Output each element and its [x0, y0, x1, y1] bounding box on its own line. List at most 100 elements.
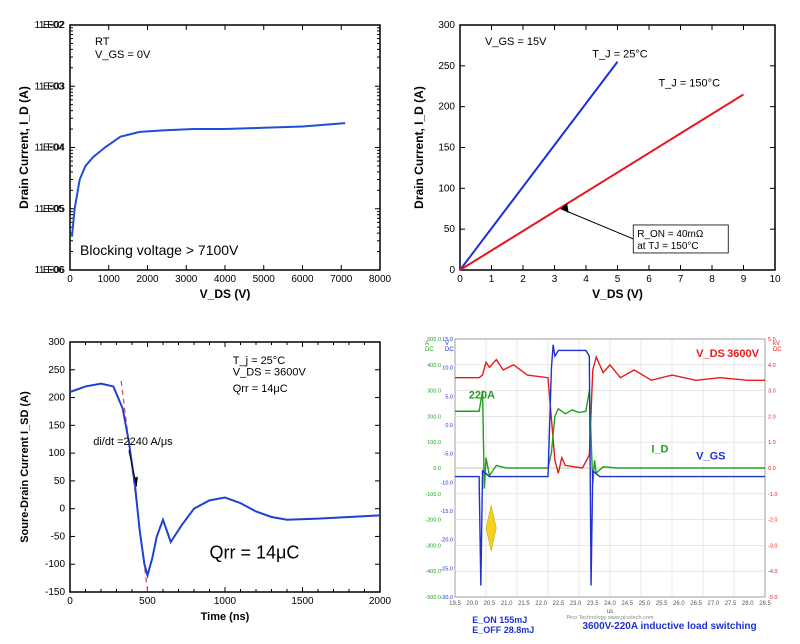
svg-text:24.0: 24.0: [604, 601, 616, 607]
svg-text:27.5: 27.5: [725, 601, 737, 607]
svg-text:E_ON 155mJ: E_ON 155mJ: [472, 615, 527, 625]
svg-text:26.0: 26.0: [673, 601, 685, 607]
chart-reverse-recovery: 0500100015002000-150-100-500501001502002…: [10, 327, 395, 634]
svg-text:2000: 2000: [369, 596, 392, 607]
svg-text:V_DS (V): V_DS (V): [592, 287, 643, 301]
svg-text:25.0: 25.0: [639, 601, 651, 607]
svg-text:1.E-03: 1.E-03: [35, 81, 65, 92]
svg-text:20.5: 20.5: [484, 601, 496, 607]
svg-text:Blocking voltage > 7100V: Blocking voltage > 7100V: [80, 242, 239, 258]
svg-text:50: 50: [444, 224, 456, 235]
svg-text:5: 5: [615, 274, 621, 285]
svg-text:Qrr = 14μC: Qrr = 14μC: [233, 383, 288, 395]
svg-text:50: 50: [54, 476, 66, 487]
svg-text:21.5: 21.5: [518, 601, 530, 607]
svg-text:-100: -100: [45, 559, 65, 570]
svg-text:0: 0: [67, 596, 73, 607]
svg-text:24.5: 24.5: [621, 601, 633, 607]
svg-text:-3.0: -3.0: [768, 543, 777, 549]
svg-text:-10.0: -10.0: [440, 480, 453, 486]
svg-text:150: 150: [48, 420, 65, 431]
svg-text:-15.0: -15.0: [440, 509, 453, 515]
svg-text:1.E-02: 1.E-02: [35, 20, 65, 31]
svg-text:26.5: 26.5: [690, 601, 702, 607]
chart-output-iv: 012345678910050100150200250300V_DS (V)Dr…: [405, 10, 790, 317]
svg-text:-25.0: -25.0: [440, 566, 453, 572]
svg-text:1: 1: [489, 274, 495, 285]
svg-text:0: 0: [449, 265, 455, 276]
svg-text:20.0: 20.0: [466, 601, 478, 607]
svg-text:1000: 1000: [214, 596, 237, 607]
svg-text:23.0: 23.0: [570, 601, 582, 607]
svg-text:23.5: 23.5: [587, 601, 599, 607]
svg-text:19.5: 19.5: [449, 601, 461, 607]
svg-text:-2.0: -2.0: [768, 518, 777, 524]
svg-text:7000: 7000: [330, 274, 353, 285]
svg-text:I_D: I_D: [651, 444, 668, 456]
svg-text:500: 500: [139, 596, 156, 607]
svg-text:V_DS: V_DS: [696, 348, 725, 360]
svg-text:8: 8: [709, 274, 715, 285]
chart-scope-switching: 19.520.020.521.021.522.022.523.023.524.0…: [405, 327, 790, 634]
svg-qrr: 0500100015002000-150-100-500501001502002…: [10, 327, 395, 634]
svg-text:2: 2: [520, 274, 526, 285]
svg-text:200.0: 200.0: [427, 414, 441, 420]
svg-text:1.E-05: 1.E-05: [35, 204, 65, 215]
svg-text:-5.0: -5.0: [768, 595, 777, 601]
svg-text:200: 200: [48, 393, 65, 404]
svg-text:T_J = 25°C: T_J = 25°C: [592, 49, 648, 61]
svg-text:-5.0: -5.0: [444, 452, 453, 458]
svg-text:3.0: 3.0: [768, 389, 776, 395]
svg-text:250: 250: [438, 61, 455, 72]
svg-text:V_DS (V): V_DS (V): [200, 287, 251, 301]
svg-text:3600V-220A inductive load swit: 3600V-220A inductive load switching: [582, 621, 756, 632]
svg-text:100: 100: [438, 183, 455, 194]
chart-blocking-voltage: 0100020003000400050006000700080001.E061.…: [10, 10, 395, 317]
svg-text:DC: DC: [445, 347, 454, 353]
svg-text:-400.0: -400.0: [425, 569, 441, 575]
svg-text:1.E-04: 1.E-04: [35, 143, 65, 154]
svg-text:E_OFF 28.8mJ: E_OFF 28.8mJ: [472, 625, 534, 634]
svg-text:DC: DC: [773, 347, 782, 353]
svg-text:400.0: 400.0: [427, 363, 441, 369]
svg-text:4000: 4000: [214, 274, 237, 285]
svg-text:3: 3: [552, 274, 558, 285]
svg-text:V_GS = 0V: V_GS = 0V: [95, 49, 151, 61]
svg-text:V_GS: V_GS: [696, 450, 725, 462]
svg-text:5.0: 5.0: [445, 394, 453, 400]
svg-text:100.0: 100.0: [427, 440, 441, 446]
svg-text:3600V: 3600V: [727, 348, 759, 360]
svg-text:-200.0: -200.0: [425, 518, 441, 524]
svg-text:-100.0: -100.0: [425, 492, 441, 498]
svg-text:0: 0: [457, 274, 463, 285]
svg-text:300.0: 300.0: [427, 389, 441, 395]
svg-text:-300.0: -300.0: [425, 543, 441, 549]
svg-text:-500.0: -500.0: [425, 595, 441, 601]
svg-text:500.0: 500.0: [427, 337, 441, 343]
svg-text:R_ON = 40mΩ: R_ON = 40mΩ: [637, 229, 704, 240]
svg-text:-150: -150: [45, 587, 65, 598]
svg-text:1.E-06: 1.E-06: [35, 265, 65, 276]
svg-text:200: 200: [438, 102, 455, 113]
svg-text:Drain Current, I_D (A): Drain Current, I_D (A): [17, 86, 31, 209]
svg-text:DC: DC: [425, 347, 434, 353]
svg-blocking: 0100020003000400050006000700080001.E061.…: [10, 10, 395, 317]
svg-text:300: 300: [438, 20, 455, 31]
svg-text:2.0: 2.0: [768, 414, 776, 420]
svg-text:250: 250: [48, 365, 65, 376]
svg-text:220A: 220A: [469, 389, 495, 401]
svg-text:10: 10: [769, 274, 781, 285]
svg-text:0.0: 0.0: [445, 423, 453, 429]
svg-text:T_J = 150°C: T_J = 150°C: [658, 77, 720, 89]
svg-text:Time (ns): Time (ns): [201, 611, 250, 623]
svg-text:-30.0: -30.0: [440, 595, 453, 601]
svg-text:7: 7: [678, 274, 684, 285]
svg-text:V_GS = 15V: V_GS = 15V: [485, 36, 547, 48]
svg-text:-1.0: -1.0: [768, 492, 777, 498]
svg-text:RT: RT: [95, 36, 110, 48]
svg-text:28.0: 28.0: [742, 601, 754, 607]
svg-text:Soure-Drain Current I_SD (A): Soure-Drain Current I_SD (A): [19, 391, 31, 543]
svg-text:-50: -50: [51, 531, 66, 542]
svg-text:di/dt =2240 A/μs: di/dt =2240 A/μs: [93, 436, 173, 448]
svg-text:4: 4: [583, 274, 589, 285]
